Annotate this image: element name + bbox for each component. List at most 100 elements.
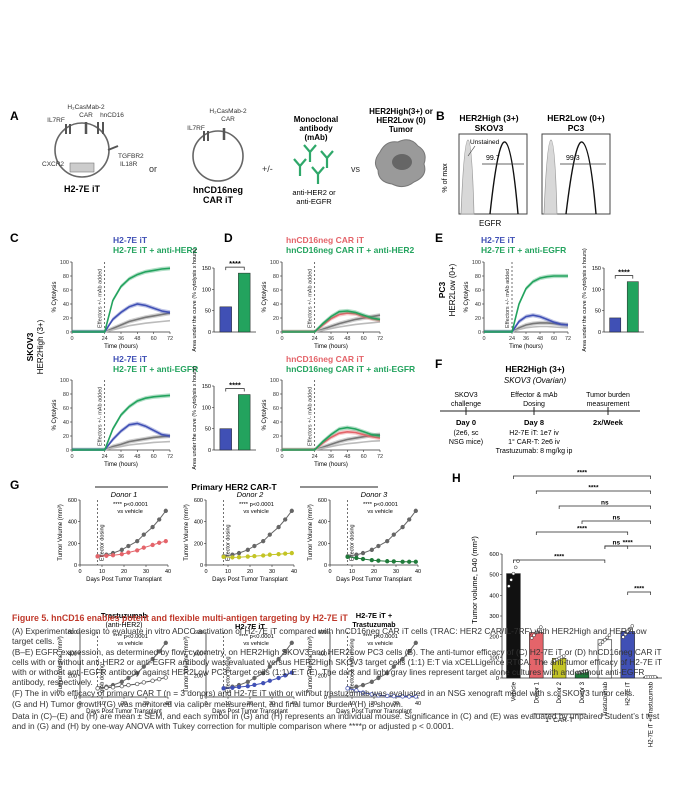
x-tick-label: 10 [225,701,231,707]
growth-point [276,675,281,681]
cxcr2-receptor-shape [69,162,95,173]
g-group-title: Primary HER2 CAR-T [191,482,277,492]
y-tick-label: 40 [475,302,481,308]
y-tick-label: 400 [68,520,77,526]
chart-h-tumor-volume: 0 100 200 300 400 500 600 Vehicle Donor 1 Donor 2… [489,470,662,747]
x-tick-label: 0 [70,454,73,460]
x-tick-label: 10 [349,569,355,575]
x-axis-label: Time (hours) [314,462,348,468]
y-tick-label: 100 [472,260,481,266]
b-left-title-l2: SKOV3 [475,123,504,133]
h-point [605,635,609,640]
growth-point [252,553,257,559]
y-axis-label: Tumor Volume (mm³) [184,504,190,560]
b-right-unstained-histogram [543,139,558,215]
h-point [507,584,511,588]
x-tick-label: 72 [377,336,383,342]
y-tick-label: 20 [475,316,481,322]
h-significance-bracket [604,545,629,549]
h-point [607,633,612,637]
x-tick-label: 40 [165,701,171,707]
a-mab-l2: antibody [299,124,333,133]
dosing-label: Effector dosing [226,524,232,561]
y-tick-label: 20 [63,316,69,322]
y-tick-label: 400 [194,520,203,526]
growth-point [163,508,168,513]
x-tick-label: 0 [204,701,207,707]
growth-point [150,678,155,683]
y-tick-label: 60 [273,406,279,412]
growth-point [141,532,146,537]
y-axis-label: Tumor Volume (mm³) [58,636,64,692]
y-tick-label: 600 [194,630,203,636]
significance-label: **** [618,268,630,277]
h-point [598,642,603,647]
caption-paragraph-b-e: (B–E) EGFR expression, as determined by … [12,646,662,688]
growth-point [157,649,162,654]
growth-point [150,542,155,548]
growth-point [230,555,235,560]
y-tick-label: 60 [273,288,279,294]
x-tick-label: 48 [344,336,350,342]
h-category-label: H2-7E iT + Trastuzumab [649,681,655,747]
y-tick-label: 0 [200,563,203,569]
f-col2-d1: H2-7E iT: 1e7 iv [509,430,559,437]
chart-d-top-cytolysis: 0 20 40 60 80 100 0 24 36 48 60 72 Time (hours) % Cyt… [262,260,383,350]
f-col3-day: 2x/Week [593,418,624,427]
x-tick-label: 60 [551,336,557,342]
x-tick-label: 60 [361,336,367,342]
b-left-title-l1: HER2High (3+) [459,113,518,123]
c-bottom-legend-1: H2-7E iT [113,354,148,364]
series-line [72,267,171,333]
x-tick-label: 72 [167,454,173,460]
series-band [72,433,170,450]
a-cxcr2-label: CXCR2 [42,161,64,168]
x-tick-label: 10 [99,569,105,575]
x-tick-label: 72 [377,454,383,460]
y-tick-label: 0 [276,448,279,454]
x-tick-label: 10 [225,569,231,575]
x-tick-label: 20 [371,569,377,575]
y-tick-label: 20 [273,434,279,440]
y-tick-label: 40 [63,302,69,308]
effector-added-label: Effectors +/- mAb added [308,269,314,328]
y-tick-label: 100 [202,405,211,411]
growth-point [276,524,281,530]
f-subtitle: SKOV3 (Ovarian) [504,376,567,385]
x-tick-label: 20 [247,569,253,575]
significance-label: **** p<0.0001 [363,502,398,508]
auc-bar [609,317,622,333]
c-top-legend-1: H2-7E iT [113,235,148,245]
h-point [534,630,539,635]
h-significance-bracket [535,490,651,494]
a-or-text: or [149,164,157,174]
growth-point [376,675,381,681]
significance-sub-label: vs vehicle [367,641,392,647]
x-tick-label: 48 [134,336,140,342]
panel-g-letter: G [10,478,19,492]
growth-point [261,671,266,676]
y-tick-label: 400 [318,652,327,658]
significance-bracket [614,275,634,279]
b-right-pct: 99.3 [566,155,580,162]
f-col2-d3: Trastuzumab: 8 mg/kg ip [496,448,573,455]
growth-point [413,559,418,564]
f-col1-head-l1: SKOV3 [454,392,477,399]
growth-point [267,678,272,683]
growth-point [376,543,381,549]
h-point [536,628,541,632]
x-tick-label: 0 [328,701,331,707]
y-tick-label: 200 [68,673,77,679]
x-tick-label: 0 [70,336,73,342]
growth-point [391,559,396,564]
growth-point [135,539,140,544]
h-significance-label: **** [634,586,645,593]
h-category-label: Vehicle [511,681,517,701]
x-tick-label: 24 [312,454,318,460]
y-tick-label: 60 [63,406,69,412]
growth-point [261,539,266,544]
skov3-side-label-l1: SKOV3 [25,332,35,361]
